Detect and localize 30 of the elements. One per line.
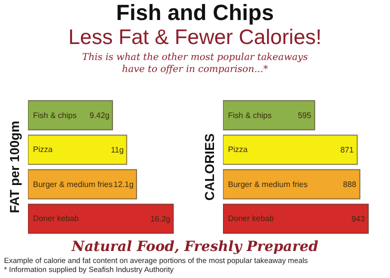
y-tick-label: Doner kebab (228, 214, 274, 223)
text: Natural Food, Freshly Prepared (70, 238, 320, 256)
y-tick-label: Burger & medium fries (228, 180, 308, 189)
data-label: 9.42g (89, 110, 110, 120)
chart-title: Fish and Chips (115, 0, 275, 25)
y-axis-title: FAT per 100gm (6, 120, 22, 214)
y-tick-label: Fish & chips (33, 111, 77, 120)
bar (28, 134, 128, 165)
data-label: 11g (110, 145, 124, 154)
bar (223, 169, 360, 200)
bar (223, 134, 358, 165)
y-tick-label: Burger & medium fries (33, 180, 113, 189)
bar (223, 204, 369, 234)
y-tick-label: Fish & chips (228, 111, 272, 120)
data-label: 888 (342, 180, 357, 189)
y-tick-label: Pizza (228, 145, 248, 154)
y-tick-label: Doner kebab (33, 214, 80, 223)
y-tick-label: Pizza (33, 145, 54, 154)
data-label: 12.1g (114, 180, 134, 189)
bar (28, 204, 174, 234)
text: This is what the other most popular takeaways have to offer in comparison...* (81, 52, 309, 76)
bar (28, 169, 138, 200)
data-label: 871 (340, 145, 354, 154)
data-label: 595 (298, 110, 312, 120)
bar (28, 100, 114, 130)
data-label: 943 (351, 214, 366, 224)
chart-subtitle: Less Fat & Fewer Calories! (67, 25, 323, 50)
y-axis-title: CALORIES (202, 133, 217, 201)
data-label: 16.2g (150, 214, 170, 224)
bar (223, 100, 316, 130)
